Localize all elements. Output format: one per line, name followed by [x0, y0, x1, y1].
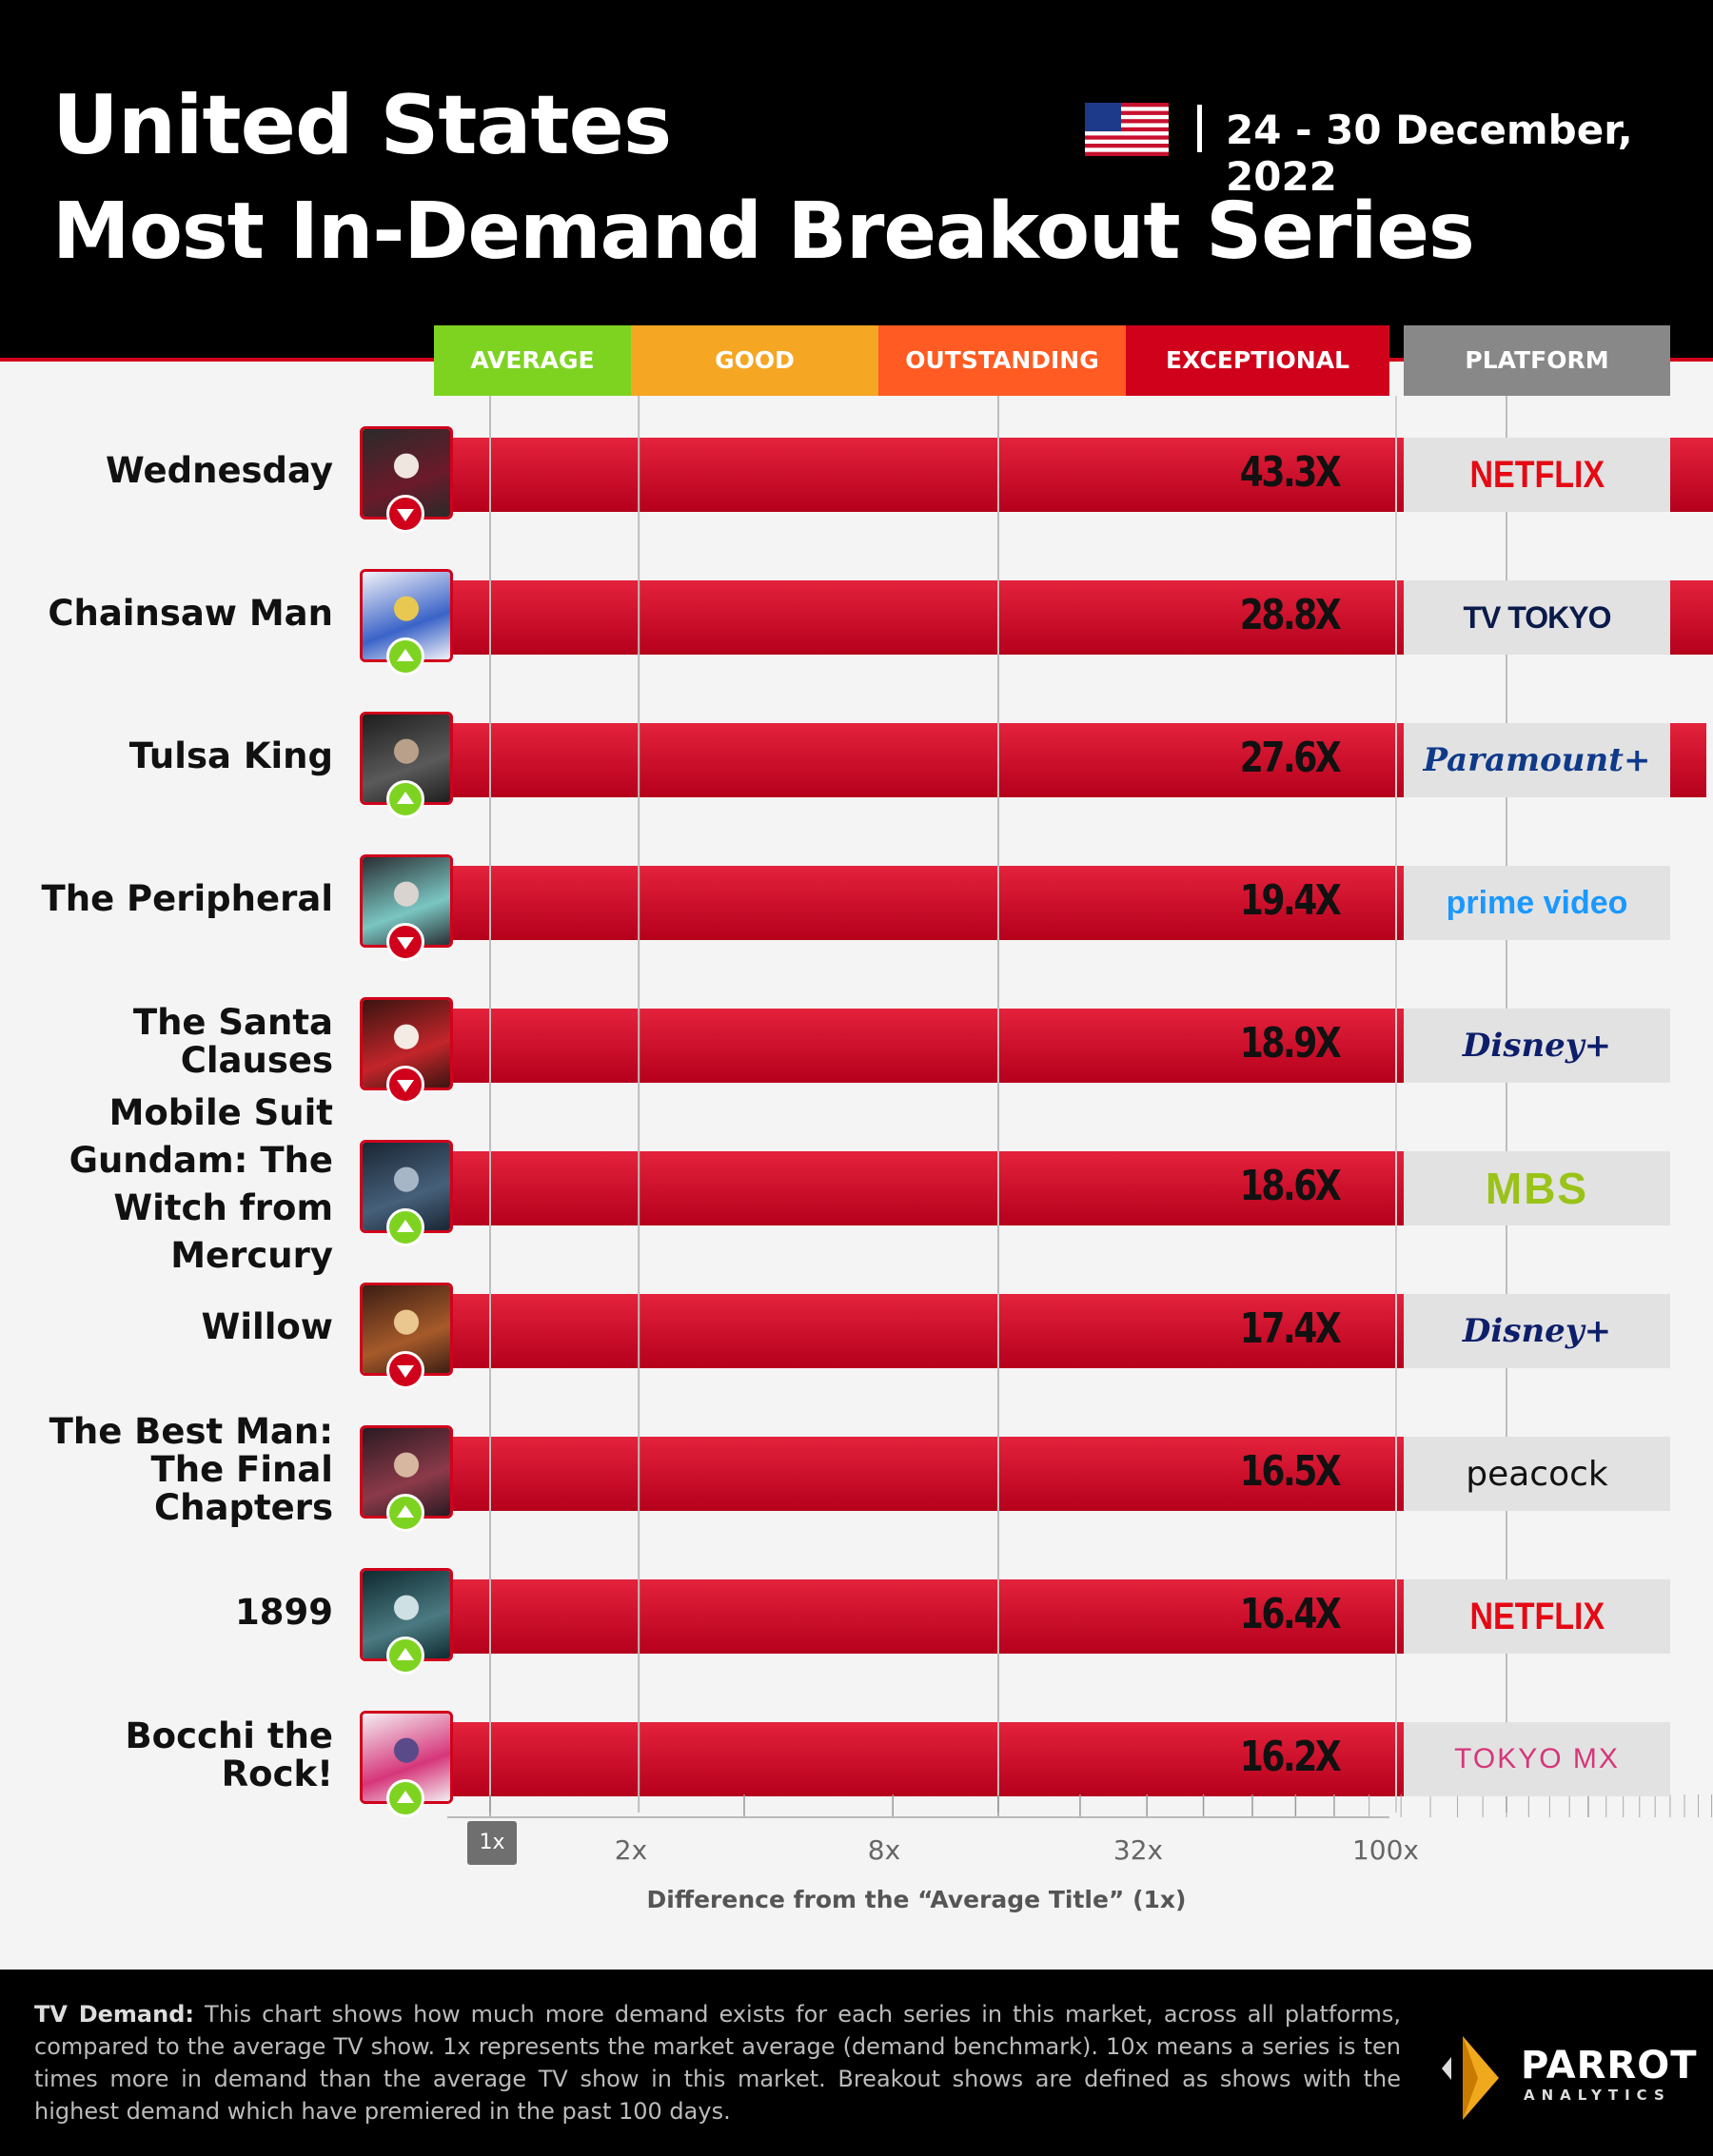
- bar-8: [447, 1437, 1518, 1511]
- platform-cell: TV TOKYO: [1404, 580, 1670, 655]
- brand-sub: ANALYTICS: [1524, 2087, 1671, 2104]
- footer: TV Demand: This chart shows how much mor…: [0, 1970, 1713, 2156]
- series-label-line: Mercury: [170, 1235, 333, 1276]
- series-label-line: The Peripheral: [41, 878, 333, 919]
- value-label: 16.4X: [1239, 1590, 1342, 1638]
- date-divider: [1197, 105, 1202, 152]
- page-title: Most In-Demand Breakout Series: [52, 186, 1475, 277]
- footer-lead: TV Demand:: [34, 2001, 194, 2028]
- series-label-line: Witch from: [113, 1187, 333, 1228]
- series-label-line: Mobile Suit: [108, 1092, 333, 1133]
- title-country: United States: [52, 78, 672, 173]
- series-label-line: The Santa: [132, 1002, 333, 1043]
- us-flag-icon: [1085, 103, 1169, 156]
- trend-down-icon: [386, 495, 424, 533]
- value-label: 28.8X: [1239, 591, 1342, 639]
- trend-up-icon: [386, 637, 424, 676]
- series-label: Bocchi the Rock!: [10, 1717, 333, 1793]
- bar-4: [447, 866, 1578, 940]
- value-label: 18.9X: [1239, 1019, 1342, 1068]
- category-band-average: AVERAGE: [434, 325, 631, 396]
- series-label: 1899: [10, 1594, 333, 1632]
- series-label-line: 1899: [235, 1592, 333, 1633]
- category-band-outstanding: OUTSTANDING: [878, 325, 1126, 396]
- series-label-line: Clauses: [180, 1040, 333, 1081]
- trend-up-icon: [386, 1637, 424, 1675]
- platform-cell: TOKYO MX: [1404, 1722, 1670, 1796]
- series-label: Mobile Suit Gundam: The Witch from Mercury: [10, 1089, 333, 1280]
- trend-up-icon: [386, 1494, 424, 1532]
- series-label-line: The Best Man:: [49, 1411, 333, 1452]
- x-tick-2x: 2x: [614, 1834, 648, 1866]
- bar-5: [447, 1009, 1568, 1083]
- series-label-line: The Final: [150, 1449, 333, 1490]
- netflix-logo: NETFLIX: [1469, 453, 1605, 496]
- trend-down-icon: [386, 923, 424, 961]
- value-label: 19.4X: [1239, 876, 1342, 925]
- disney-plus-logo: Disney+: [1462, 1027, 1612, 1065]
- platform-cell: peacock: [1404, 1437, 1670, 1511]
- trend-up-icon: [386, 780, 424, 818]
- value-label: 16.5X: [1239, 1447, 1342, 1496]
- brand-name: PARROT: [1521, 2044, 1698, 2087]
- platform-cell: Paramount+: [1404, 723, 1670, 797]
- value-label: 18.6X: [1239, 1162, 1342, 1210]
- category-band-exceptional: EXCEPTIONAL: [1126, 325, 1389, 396]
- series-label-line: Gundam: The: [69, 1140, 333, 1181]
- series-label: Tulsa King: [10, 737, 333, 775]
- date-range: 24 - 30 December, 2022: [1226, 107, 1633, 200]
- series-label-line: Willow: [201, 1306, 333, 1347]
- mbs-logo: MBS: [1485, 1164, 1589, 1213]
- platform-cell: NETFLIX: [1404, 438, 1670, 512]
- trend-down-icon: [386, 1351, 424, 1389]
- value-label: 27.6X: [1239, 734, 1342, 782]
- bar-6: [447, 1151, 1563, 1225]
- value-label: 16.2X: [1239, 1733, 1342, 1781]
- series-label-line: Tulsa King: [128, 735, 333, 776]
- series-label-line: Wednesday: [106, 450, 333, 491]
- series-label-line: Chainsaw Man: [48, 593, 333, 634]
- platform-header: PLATFORM: [1404, 325, 1670, 396]
- series-label: Chainsaw Man: [10, 595, 333, 633]
- series-label: Willow: [10, 1308, 333, 1346]
- bar-chart: [447, 396, 1713, 1818]
- x-tick-32x: 32x: [1112, 1834, 1164, 1866]
- category-band-good: GOOD: [631, 325, 878, 396]
- platform-cell: Disney+: [1404, 1294, 1670, 1368]
- x-tick-100x: 100x: [1351, 1834, 1420, 1866]
- tvtokyo-logo: TV TOKYO: [1463, 599, 1612, 635]
- x-tick-8x: 8x: [867, 1834, 901, 1866]
- tokyo-mx-logo: TOKYO MX: [1454, 1743, 1620, 1774]
- platform-cell: MBS: [1404, 1151, 1670, 1225]
- series-label: The Santa Clauses: [10, 1004, 333, 1080]
- series-label: The Best Man: The Final Chapters: [10, 1413, 333, 1527]
- trend-up-icon: [386, 1208, 424, 1246]
- footer-note: TV Demand: This chart shows how much mor…: [34, 1998, 1401, 2127]
- value-label: 17.4X: [1239, 1304, 1342, 1353]
- platform-cell: Disney+: [1404, 1009, 1670, 1083]
- disney-plus-logo: Disney+: [1462, 1312, 1612, 1350]
- parrot-logo-icon: [1442, 2036, 1499, 2120]
- series-label: Wednesday: [10, 452, 333, 490]
- header: United States Most In-Demand Breakout Se…: [0, 0, 1713, 362]
- series-label-line: Bocchi the: [125, 1715, 333, 1756]
- x-tick-1x: 1x: [467, 1821, 517, 1865]
- series-label: The Peripheral: [10, 880, 333, 918]
- series-label-line: Chapters: [154, 1487, 333, 1528]
- bar-9: [447, 1579, 1516, 1654]
- bar-10: [447, 1722, 1511, 1796]
- peacock-logo: peacock: [1466, 1454, 1608, 1494]
- netflix-logo: NETFLIX: [1469, 1595, 1605, 1637]
- platform-cell: NETFLIX: [1404, 1579, 1670, 1654]
- paramount-plus-logo: Paramount+: [1423, 741, 1651, 779]
- value-label: 43.3X: [1239, 448, 1342, 497]
- x-axis-label: Difference from the “Average Title” (1x): [646, 1886, 1187, 1913]
- series-label-line: Rock!: [221, 1754, 333, 1794]
- prime-video-logo: prime video: [1446, 884, 1628, 921]
- bar-7: [447, 1294, 1538, 1368]
- trend-up-icon: [386, 1779, 424, 1817]
- trend-down-icon: [386, 1066, 424, 1104]
- platform-cell: prime video: [1404, 866, 1670, 940]
- footer-text: This chart shows how much more demand ex…: [34, 2001, 1401, 2125]
